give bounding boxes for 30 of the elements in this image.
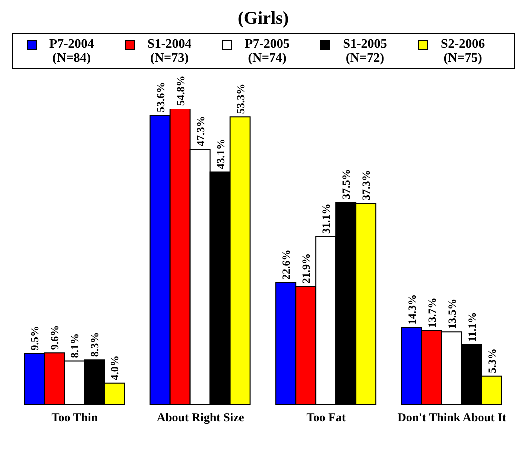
- data-label: 53.3%: [235, 84, 248, 114]
- legend-label: S2-2006 (N=75): [440, 36, 486, 65]
- legend-label: P7-2004 (N=84): [48, 36, 96, 65]
- data-label: 47.3%: [195, 116, 208, 147]
- data-label: 14.3%: [406, 294, 419, 325]
- x-tick-label: Too Fat: [306, 410, 346, 425]
- data-label: 54.8%: [175, 76, 188, 106]
- legend-label: P7-2005 (N=74): [244, 36, 291, 65]
- x-tick-label: About Right Size: [156, 410, 245, 425]
- data-label: 43.1%: [215, 138, 228, 170]
- data-label: 21.9%: [301, 253, 314, 284]
- data-label: 13.7%: [426, 298, 439, 328]
- data-label: 9.5%: [30, 326, 42, 351]
- legend-label: S1-2004 (N=73): [146, 36, 193, 65]
- data-label: 37.5%: [341, 169, 354, 200]
- legend-label: S1-2005 (N=72): [342, 36, 388, 65]
- data-label: 8.1%: [70, 334, 82, 358]
- data-label: 5.3%: [486, 348, 499, 374]
- data-label: 4.0%: [110, 356, 122, 380]
- chart-title: (Girls): [237, 8, 290, 29]
- data-label: 53.6%: [155, 82, 168, 112]
- data-label: 31.1%: [321, 204, 334, 234]
- data-label: 8.3%: [90, 332, 102, 358]
- x-tick-label: Don't Think About It: [398, 410, 507, 425]
- x-tick-label: Too Thin: [52, 410, 98, 425]
- data-label: 11.1%: [466, 312, 479, 342]
- data-label: 9.6%: [50, 325, 62, 350]
- data-label: 37.3%: [361, 170, 374, 201]
- data-label: 22.6%: [281, 250, 294, 280]
- data-label: 13.5%: [446, 298, 459, 330]
